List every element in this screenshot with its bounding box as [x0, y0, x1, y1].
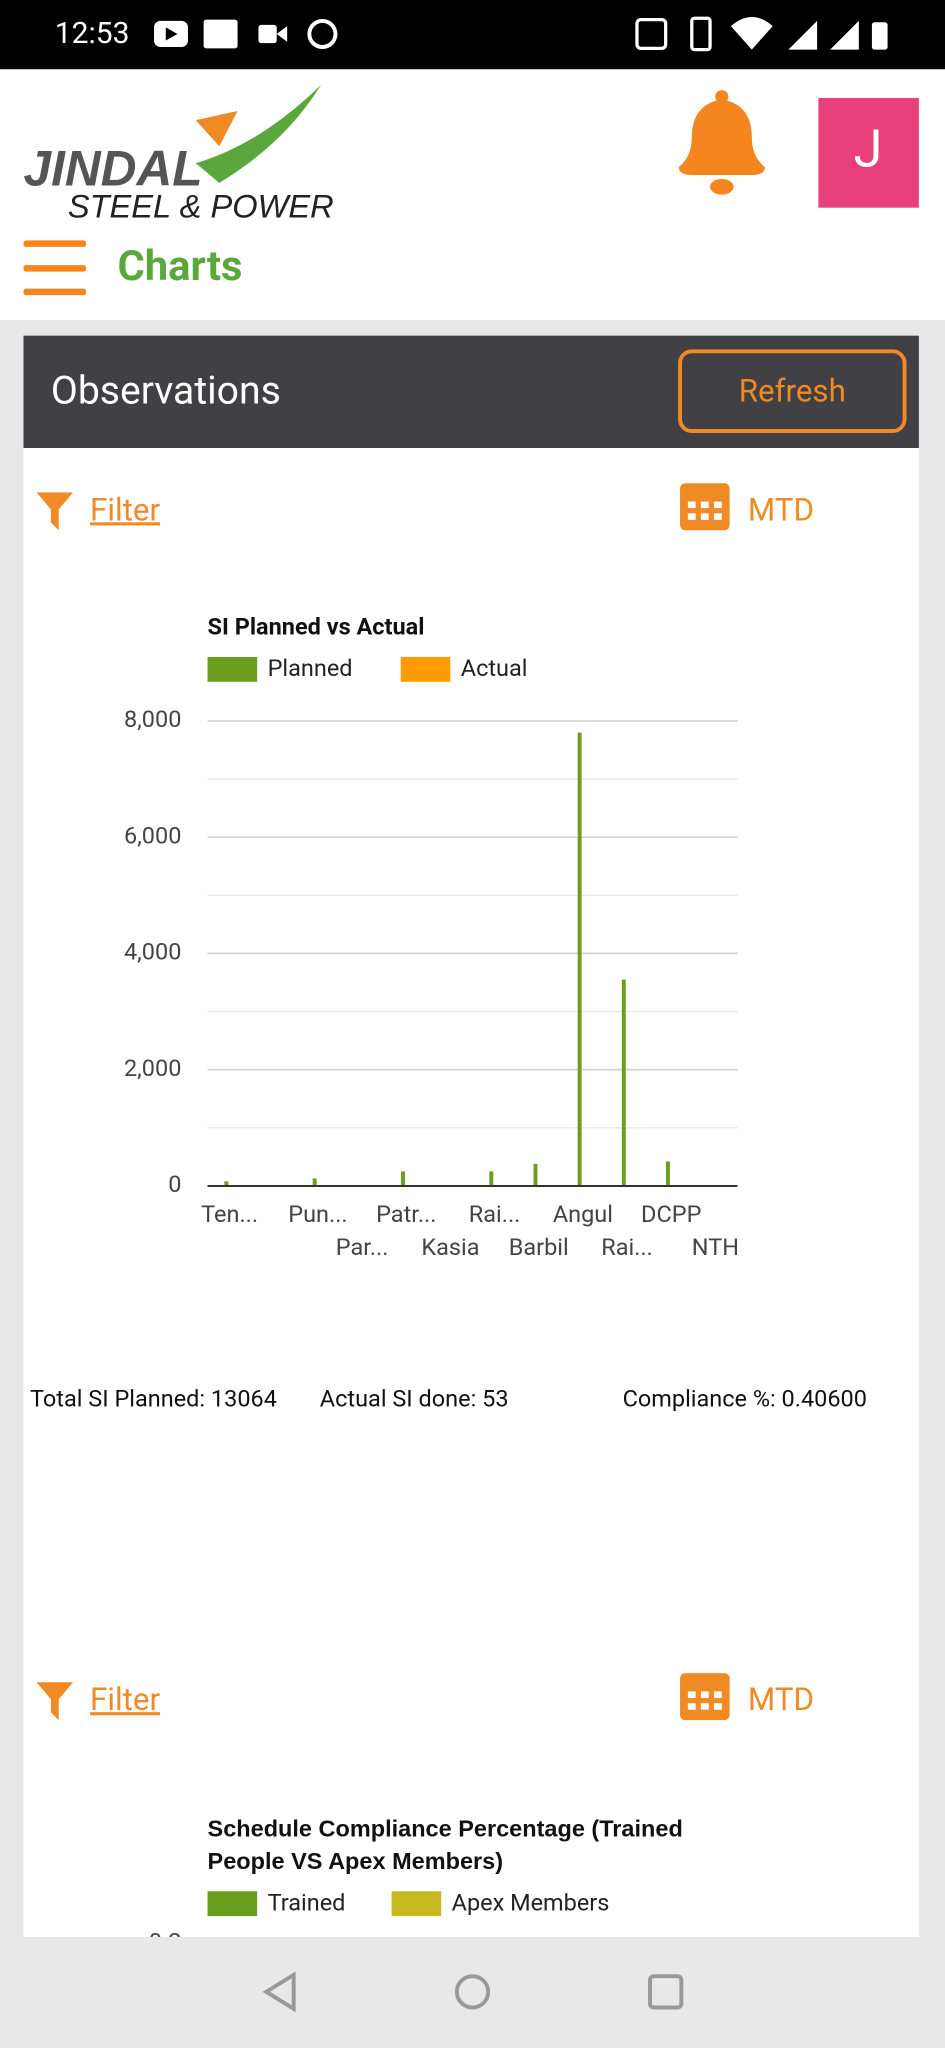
filter-link[interactable]: Filter: [90, 1681, 160, 1718]
avatar[interactable]: [818, 97, 919, 208]
x-tick-label: Rai...: [601, 1233, 653, 1261]
legend-label: Planned: [268, 654, 353, 682]
menu-button[interactable]: [23, 240, 87, 296]
card: [23, 448, 919, 1937]
legend-swatch: [400, 656, 451, 682]
logo-text: JINDAL: [23, 141, 202, 197]
x-tick-label: Ten...: [201, 1200, 258, 1228]
legend-swatch: [207, 656, 258, 682]
filter-link[interactable]: Filter: [90, 491, 160, 528]
chart-title: Schedule Compliance Percentage (Trained …: [207, 1815, 683, 1875]
calendar-cell: [700, 513, 709, 520]
x-tick-label: Patr...: [376, 1200, 436, 1228]
y-tick-label: 4,000: [124, 938, 181, 966]
y-tick-label: 6,000: [124, 821, 181, 849]
bar: [621, 979, 626, 1186]
status-bar: [0, 0, 945, 70]
chart-title: SI Planned vs Actual: [208, 612, 425, 640]
logo-subtext: STEEL & POWER: [68, 188, 334, 225]
calendar-cell: [700, 501, 709, 509]
calendar-cell: [713, 513, 722, 520]
x-tick-label: Pun...: [288, 1200, 347, 1228]
calendar-cell: [700, 1703, 709, 1710]
home-button[interactable]: [454, 1974, 491, 2010]
bar: [224, 1181, 229, 1186]
x-tick-label: NTH: [692, 1233, 739, 1261]
calendar-cell: [687, 501, 696, 509]
bar: [489, 1171, 494, 1186]
stat-compliance: Compliance %: 0.40600: [623, 1384, 867, 1412]
logo: JINDAL STEEL & POWER: [23, 84, 334, 225]
bar: [577, 732, 582, 1186]
stat-planned: Total SI Planned: 13064: [30, 1384, 277, 1412]
avatar-initial: J: [854, 119, 883, 180]
bar: [401, 1171, 405, 1186]
page-title: Charts: [117, 242, 242, 291]
x-tick-label: Barbil: [509, 1233, 569, 1261]
calendar-cell: [713, 1691, 722, 1698]
y-tick-label: 0: [168, 1170, 181, 1198]
legend-label: Actual: [461, 654, 528, 682]
calendar-cell: [687, 1691, 696, 1698]
chart-title-box: Schedule Compliance Percentage (Trained …: [207, 1815, 683, 1875]
bar: [666, 1161, 670, 1186]
notification-bell[interactable]: [678, 90, 765, 195]
legend-swatch: [207, 1891, 258, 1917]
x-tick-label: Angul: [553, 1200, 613, 1228]
calendar-cell: [713, 1703, 722, 1710]
period-label[interactable]: MTD: [748, 1681, 814, 1718]
legend-swatch: [391, 1891, 442, 1917]
bar: [312, 1178, 317, 1186]
refresh-label: Refresh: [739, 372, 846, 409]
nav-bar: [0, 1936, 945, 2048]
x-tick-label: Kasia: [421, 1233, 479, 1261]
back-button[interactable]: [262, 1971, 296, 2013]
calendar-cell: [687, 513, 696, 520]
x-tick-label: Rai...: [469, 1200, 521, 1228]
clock: 12:53: [55, 16, 130, 51]
refresh-button[interactable]: [678, 349, 907, 433]
calendar-cell: [687, 1703, 696, 1710]
x-tick-label: DCPP: [641, 1200, 701, 1228]
x-tick-label: Par...: [336, 1233, 389, 1261]
legend-label: Trained: [268, 1889, 346, 1917]
section-title: Observations: [51, 367, 281, 413]
legend-label: Apex Members: [452, 1889, 610, 1917]
filter-icon[interactable]: [36, 492, 74, 531]
recents-button[interactable]: [648, 1974, 684, 2010]
calendar-cell: [713, 501, 722, 509]
period-label[interactable]: MTD: [748, 491, 814, 528]
y-tick-label: 2,000: [124, 1054, 181, 1082]
stat-actual: Actual SI done: 53: [320, 1384, 509, 1412]
bar: [533, 1163, 538, 1186]
calendar-cell: [700, 1691, 709, 1698]
y-tick-label: 8,000: [124, 705, 181, 733]
filter-icon[interactable]: [36, 1682, 74, 1721]
